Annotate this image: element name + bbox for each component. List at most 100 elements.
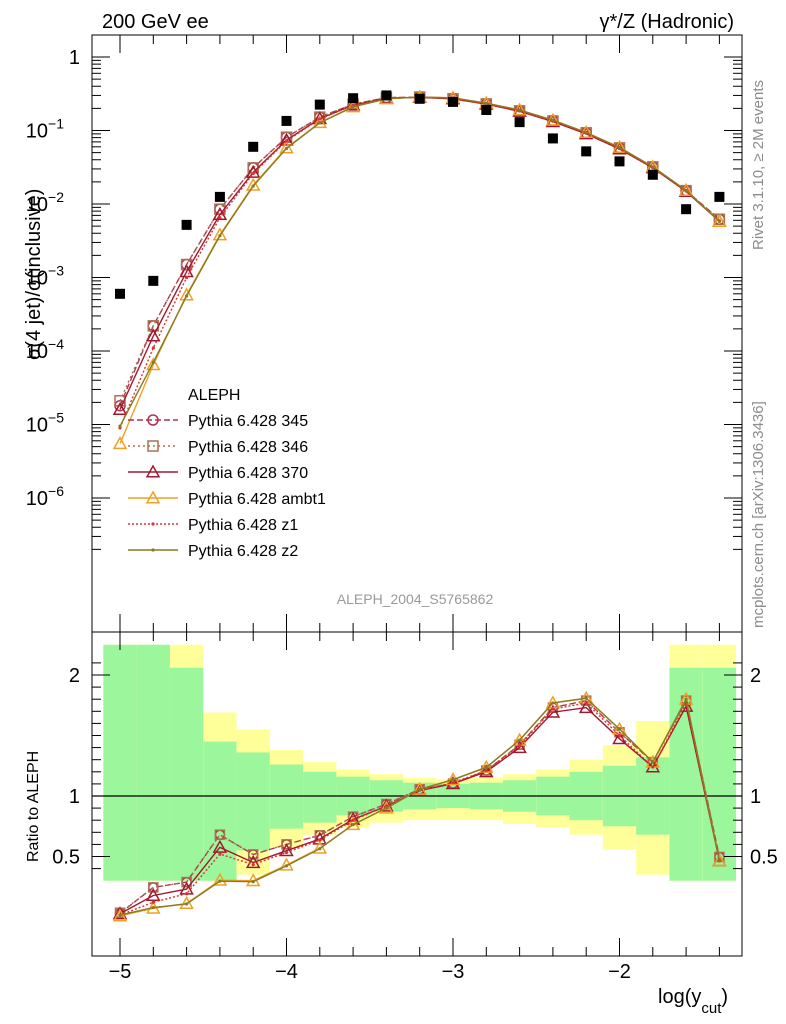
xlabel-sub: cut — [701, 1000, 722, 1017]
ratio-series-point — [218, 852, 222, 856]
data-point — [281, 115, 292, 126]
ratio-series-point — [251, 862, 255, 867]
rivet-label: Rivet 3.1.10, ≥ 2M events — [750, 80, 767, 250]
ratio-series-point — [185, 892, 189, 896]
main-series-point — [218, 234, 222, 238]
data-point — [647, 169, 658, 180]
main-series-line — [119, 96, 720, 407]
main-series-point — [118, 424, 122, 428]
ratio-series-point — [418, 787, 422, 791]
stat-uncertainty-band — [136, 644, 170, 881]
ratio-series-point — [318, 847, 322, 851]
ratio-series-point — [379, 800, 394, 814]
ratio-series-point — [214, 829, 226, 840]
ratio-series-point — [179, 895, 194, 910]
main-series-point — [212, 227, 228, 241]
main-series-point — [678, 182, 694, 196]
data-point — [481, 105, 492, 116]
ratio-series-point — [584, 701, 588, 705]
ratio-series-point — [151, 905, 155, 910]
legend-marker — [147, 440, 159, 452]
ratio-frame — [91, 631, 743, 957]
ratio-series-point — [212, 839, 228, 853]
axis-ticks: 10110−110−210−310−410−510−622110.50.5−5−… — [26, 35, 778, 983]
xlabel-close: ) — [721, 986, 728, 1008]
data-point — [448, 96, 458, 107]
y-tick-exponent: −4 — [48, 336, 64, 352]
y-tick-exponent: −3 — [48, 263, 64, 279]
ratio-y-tick-label: 2 — [69, 665, 80, 687]
ratio-series-point — [684, 697, 688, 701]
ratio-series-point — [279, 843, 294, 857]
main-series-point — [151, 360, 155, 364]
ratio-series-point — [617, 733, 622, 738]
ratio-series-point — [384, 806, 388, 810]
ratio-series-point — [578, 700, 594, 714]
main-series-line — [119, 96, 720, 427]
main-series-line — [119, 96, 720, 402]
x-tick-label: −4 — [275, 961, 298, 983]
ratio-series-point — [518, 744, 522, 748]
ratio-y-tick-label-right: 1 — [750, 786, 761, 808]
legend: ALEPH Pythia 6.428 345 Pythia 6.428 346 Pyt… — [128, 387, 326, 560]
data-point — [314, 99, 325, 110]
data-point — [181, 219, 192, 230]
data-point — [514, 117, 525, 128]
main-series-point — [584, 130, 588, 135]
ratio-series-point — [351, 823, 355, 827]
main-series-point — [284, 139, 289, 143]
legend-label: Pythia 6.428 346 — [188, 439, 308, 456]
ratio-series-point — [651, 765, 655, 769]
data-point — [248, 141, 259, 152]
ratio-series-point — [484, 765, 488, 769]
ratio-series-point — [351, 818, 355, 822]
ratio-series-point — [284, 850, 289, 855]
data-point — [414, 93, 425, 104]
legend-marker — [147, 414, 159, 426]
main-series-point — [251, 184, 255, 188]
ratio-series-point — [146, 887, 161, 902]
main-series-point — [351, 105, 355, 109]
main-series-point — [251, 171, 255, 176]
main-series-point — [318, 121, 322, 125]
main-ylabel: σ(4 jet)/σ(inclusive) — [23, 189, 45, 360]
x-tick-label: −5 — [109, 961, 132, 983]
ratio-y-tick-label: 1 — [69, 786, 80, 808]
main-series-point — [179, 287, 194, 301]
ratio-series-point — [584, 696, 588, 700]
ratio-series-point — [312, 840, 328, 854]
legend-label: Pythia 6.428 ambt1 — [188, 491, 326, 508]
ratio-series-point — [712, 853, 727, 867]
ratio-series-point — [181, 876, 192, 888]
ratio-series-point — [212, 872, 228, 886]
ratio-series-point — [284, 864, 289, 868]
header-right: γ*/Z (Hadronic) — [600, 11, 734, 33]
main-series-point — [712, 213, 727, 227]
data-point — [214, 191, 225, 202]
y-tick-label: 10−4 — [26, 336, 64, 363]
ratio-series-point — [479, 759, 494, 773]
y-tick-label: 10−5 — [26, 410, 64, 437]
stat-uncertainty-band — [169, 667, 204, 881]
ratio-series-point — [185, 902, 189, 906]
ratio-bands — [92, 644, 742, 881]
main-series-point — [684, 188, 688, 193]
stat-uncertainty-band — [236, 752, 270, 851]
ratio-series-point — [717, 859, 722, 863]
ratio-series-point — [247, 849, 259, 860]
ratio-series-point — [281, 839, 292, 850]
main-series-point — [518, 108, 522, 112]
main-series-point — [717, 219, 722, 223]
legend-label: ALEPH — [188, 387, 240, 404]
y-tick-exponent: −6 — [48, 483, 64, 499]
stat-uncertainty-band — [702, 667, 737, 881]
main-series-point — [185, 275, 189, 280]
main-series-point — [551, 118, 555, 122]
stat-uncertainty-band — [103, 644, 137, 881]
main-series-point — [146, 357, 161, 371]
legend-label: Pythia 6.428 370 — [188, 465, 308, 482]
data-point — [381, 90, 392, 101]
main-series-point — [245, 164, 261, 178]
mcplots-label: mcplots.cern.ch [arXiv:1306.3436] — [750, 401, 767, 628]
